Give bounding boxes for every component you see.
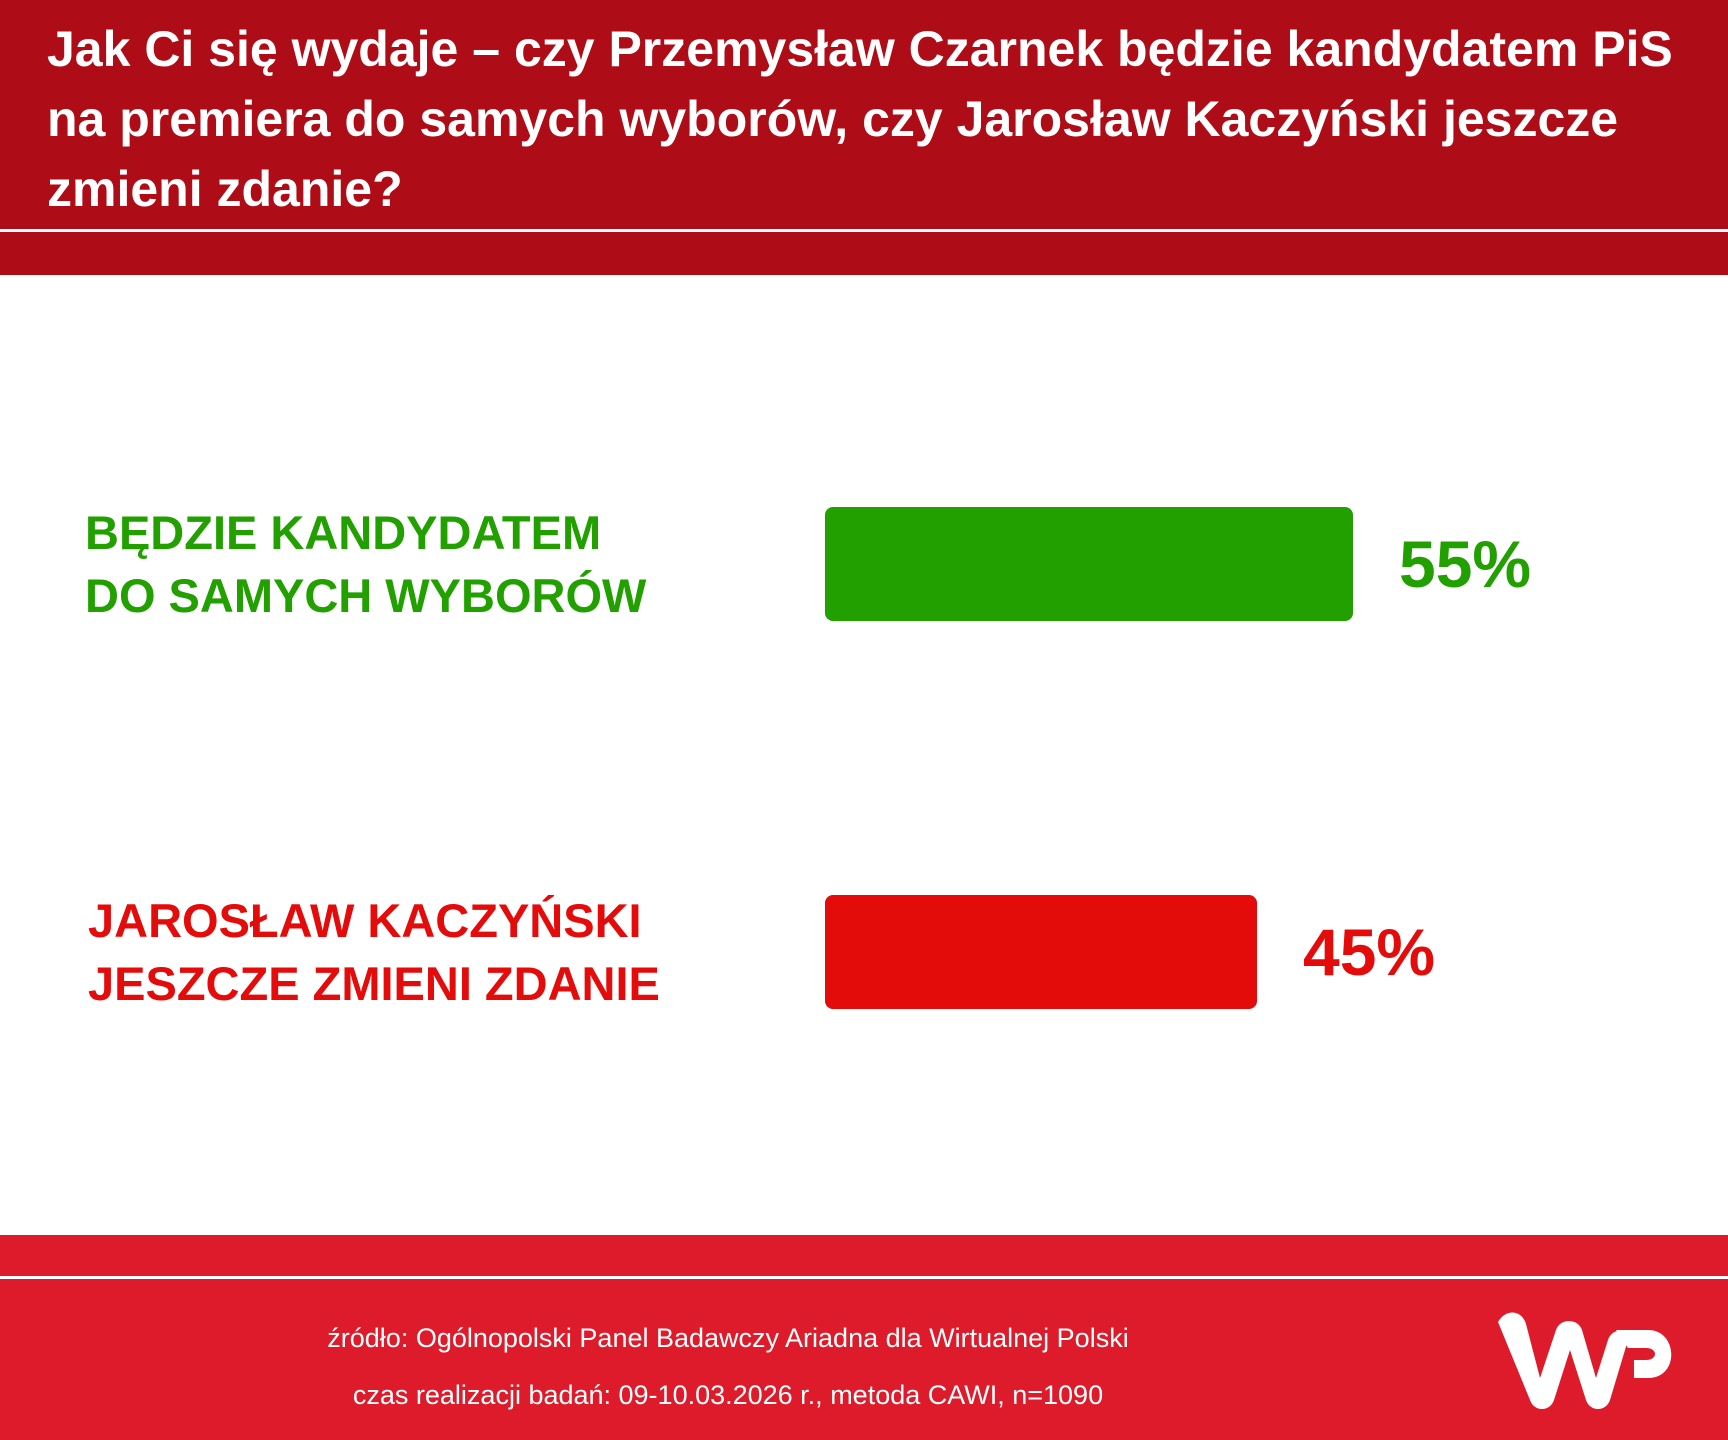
header-banner: Jak Ci się wydaje – czy Przemysław Czarn… [0,0,1728,275]
source-note: źródło: Ogólnopolski Panel Badawczy Aria… [327,1323,1129,1353]
category-label: BĘDZIE KANDYDATEM DO SAMYCH WYBORÓW [85,506,647,622]
bar [825,507,1353,621]
bar [825,895,1257,1009]
wp-logo [1498,1312,1672,1409]
chart-title: Jak Ci się wydaje – czy Przemysław Czarn… [47,21,1673,217]
method-note: czas realizacji badań: 09-10.03.2026 r.,… [352,1380,1104,1410]
footer-banner: źródło: Ogólnopolski Panel Badawczy Aria… [0,1235,1728,1440]
value-label: 55% [1399,527,1532,601]
value-label: 45% [1303,915,1436,989]
bar-chart: BĘDZIE KANDYDATEM DO SAMYCH WYBORÓW 55% JA… [0,275,1728,1235]
category-label: JAROSŁAW KACZYŃSKI JESZCZE ZMIENI ZDANIE [88,894,660,1010]
footer-divider [0,1276,1728,1279]
header-divider [0,229,1728,232]
